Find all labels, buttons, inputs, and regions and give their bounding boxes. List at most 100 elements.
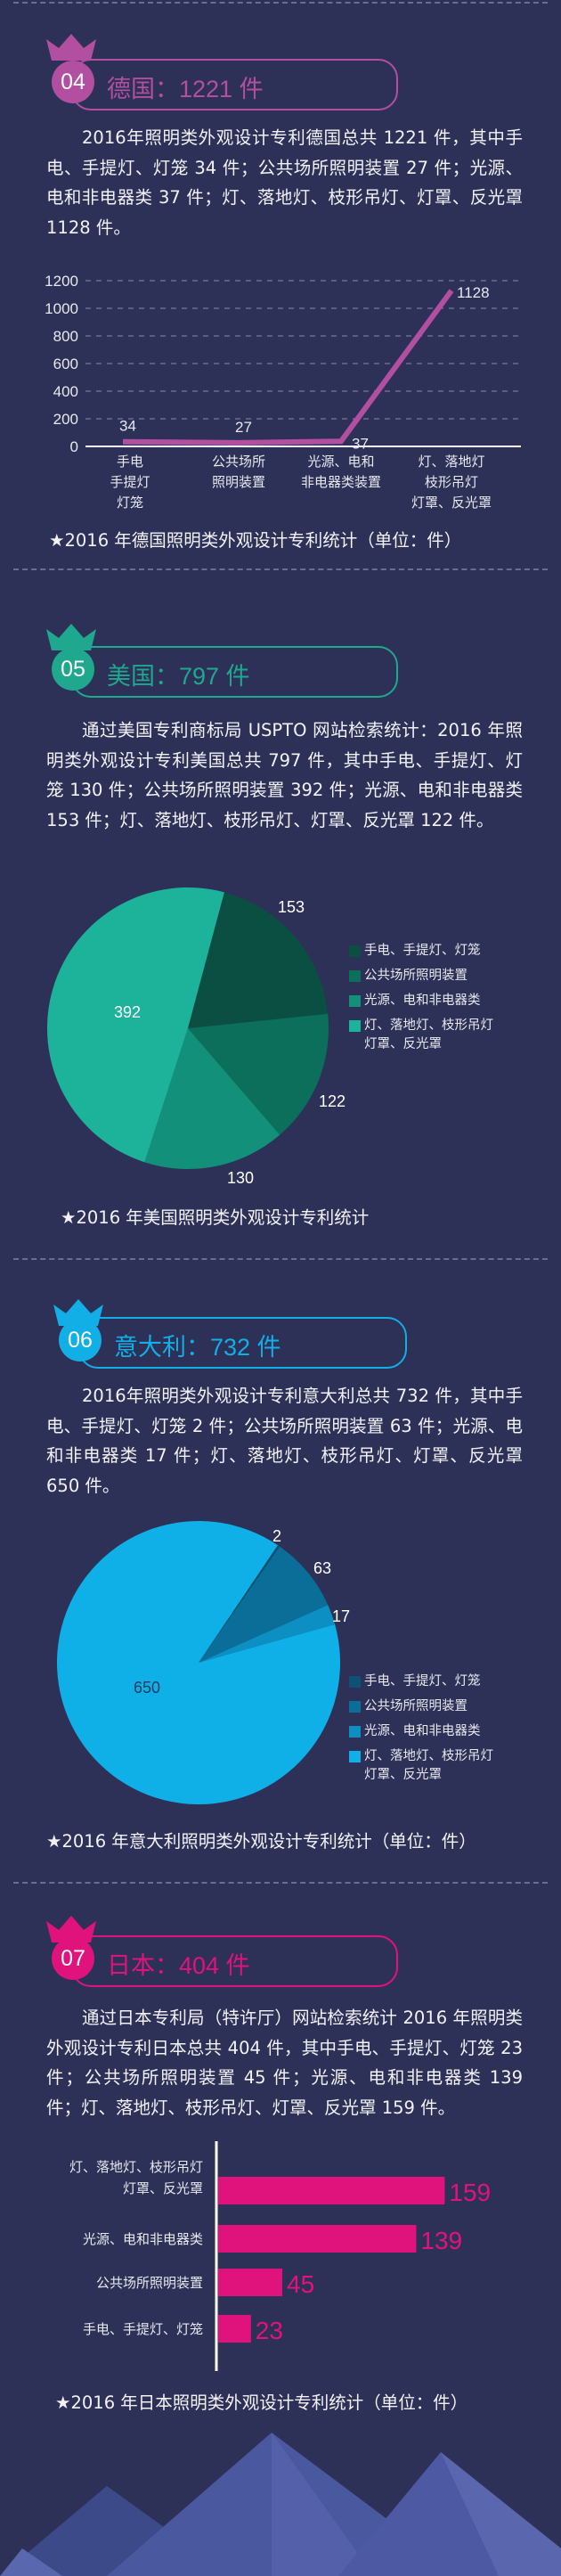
divider: [13, 1882, 548, 1884]
bar: [218, 2269, 282, 2296]
x-tick-label: 照明装置: [212, 475, 265, 490]
section-paragraph: 通过日本专利局（特许厅）网站检索统计 2016 年照明类外观设计专利日本总共 4…: [46, 2008, 523, 2118]
legend-swatch: [349, 1676, 361, 1688]
legend-swatch: [349, 1701, 361, 1713]
pie-slice: [144, 1028, 280, 1169]
pie-slice: [188, 892, 329, 1028]
chart-caption: ★2016 年日本照明类外观设计专利统计（单位：件）: [55, 2392, 468, 2413]
usa-legend: 手电、手提灯、灯笼 公共场所照明装置 光源、电和非电器类灯、落地灯、枝形吊灯 灯罩、…: [349, 942, 493, 1060]
section-paragraph: 2016年照明类外观设计专利意大利总共 732 件，其中手电、手提灯、灯笼 2 …: [46, 1386, 523, 1496]
divider: [13, 2, 548, 4]
bar-value-label: 45: [287, 2270, 314, 2298]
chart-caption: ★2016 年德国照明类外观设计专利统计（单位：件）: [49, 530, 462, 551]
section-number: 05: [52, 648, 94, 691]
data-label: 1128: [457, 284, 490, 301]
section-number: 07: [52, 1937, 94, 1980]
slice-label: 122: [319, 1092, 346, 1110]
legend-label: 灯、落地灯、枝形吊灯 灯罩、反光罩: [364, 1018, 493, 1051]
legend-swatch: [349, 970, 361, 982]
section-paragraph: 2016年照明类外观设计专利德国总共 1221 件，其中手电、手提灯、灯笼 34…: [46, 127, 523, 238]
legend-label: 手电、手提灯、灯笼: [364, 944, 481, 958]
legend-label: 手电、手提灯、灯笼: [364, 1674, 481, 1689]
slice-label: 153: [278, 898, 305, 916]
x-tick-label: 手电: [117, 454, 143, 470]
chart-caption: ★2016 年美国照明类外观设计专利统计: [61, 1207, 370, 1228]
data-line: [122, 289, 454, 446]
x-tick-label: 光源、电和: [307, 454, 374, 470]
section-title: 日本：404 件: [107, 1952, 250, 1979]
bar: [218, 2225, 417, 2253]
category-label: 光源、电和非电器类: [83, 2232, 203, 2247]
bar-value-label: 23: [256, 2317, 283, 2344]
legend-item: 手电、手提灯、灯笼: [349, 942, 493, 961]
italy-legend: 手电、手提灯、灯笼 公共场所照明装置 光源、电和非电器类灯、落地灯、枝形吊灯 灯罩、…: [349, 1672, 493, 1791]
section-title: 德国：1221 件: [107, 76, 264, 102]
section-number: 06: [59, 1319, 102, 1362]
pie-slice: [46, 887, 224, 1163]
pie-slice: [199, 1605, 336, 1663]
legend-item: 光源、电和非电器类: [349, 992, 493, 1010]
usa-pie-chart: 153 122 130 392: [46, 887, 346, 1187]
bar-value-label: 159: [449, 2179, 491, 2206]
y-tick-label: 200: [53, 411, 78, 428]
y-tick-label: 400: [53, 383, 78, 400]
pie-slice: [56, 1521, 340, 1804]
slice-label: 63: [313, 1559, 331, 1577]
slice-label: 650: [134, 1679, 160, 1697]
section-title: 美国：797 件: [107, 663, 250, 690]
slice-label: 392: [114, 1003, 141, 1021]
legend-label: 光源、电和非电器类: [364, 1724, 481, 1738]
pie-slice: [199, 1546, 329, 1663]
legend-label: 光源、电和非电器类: [364, 994, 481, 1008]
bar: [218, 2177, 445, 2204]
category-label: 灯、落地灯、枝形吊灯: [69, 2160, 203, 2175]
y-tick-label: 600: [53, 356, 78, 372]
pie-slice: [199, 1545, 280, 1663]
pie-slice: [188, 1013, 329, 1135]
legend-swatch: [349, 945, 361, 957]
section-paragraph: 通过美国专利商标局 USPTO 网站检索统计：2016 年照明类外观设计专利美国…: [46, 720, 523, 830]
bar: [218, 2315, 251, 2343]
italy-pie-chart: 2 63 17 650: [56, 1521, 350, 1804]
y-tick-label: 0: [70, 438, 78, 455]
legend-item: 灯、落地灯、枝形吊灯 灯罩、反光罩: [349, 1017, 493, 1054]
data-label: 34: [119, 418, 136, 435]
x-tick-label: 灯、落地灯: [418, 454, 484, 470]
crown-icon: [46, 34, 96, 61]
legend-item: 手电、手提灯、灯笼: [349, 1672, 493, 1691]
legend-swatch: [349, 1020, 361, 1032]
section-number: 04: [52, 61, 94, 103]
category-label: 公共场所照明装置: [96, 2276, 203, 2291]
crown-icon: [46, 624, 96, 650]
legend-label: 公共场所照明装置: [364, 1699, 467, 1713]
legend-item: 灯、落地灯、枝形吊灯 灯罩、反光罩: [349, 1747, 493, 1785]
legend-item: 公共场所照明装置: [349, 967, 493, 985]
bar-value-label: 139: [420, 2227, 462, 2254]
x-tick-label: 灯笼: [117, 495, 143, 511]
divider: [13, 1258, 548, 1260]
slice-label: 17: [332, 1607, 350, 1625]
legend-swatch: [349, 995, 361, 1007]
legend-item: 公共场所照明装置: [349, 1697, 493, 1716]
section-title: 意大利：732 件: [114, 1334, 281, 1361]
divider: [13, 568, 548, 570]
x-tick-label: 灯罩、反光罩: [411, 495, 492, 511]
legend-swatch: [349, 1751, 361, 1762]
data-label: 37: [352, 435, 369, 452]
legend-item: 光源、电和非电器类: [349, 1722, 493, 1741]
y-tick-label: 800: [53, 328, 78, 345]
y-tick-label: 1000: [45, 300, 78, 317]
legend-label: 公共场所照明装置: [364, 969, 467, 983]
legend-label: 灯、落地灯、枝形吊灯 灯罩、反光罩: [364, 1749, 493, 1782]
legend-swatch: [349, 1726, 361, 1738]
x-tick-label: 非电器类装置: [301, 475, 381, 490]
category-label: 手电、手提灯、灯笼: [83, 2322, 203, 2337]
y-tick-label: 1200: [45, 273, 78, 290]
x-tick-label: 枝形吊灯: [425, 475, 478, 490]
mountains-decoration: [0, 2433, 561, 2576]
slice-label: 130: [227, 1169, 254, 1187]
chart-caption: ★2016 年意大利照明类外观设计专利统计（单位：件）: [46, 1831, 476, 1852]
category-label: 灯罩、反光罩: [123, 2181, 203, 2196]
